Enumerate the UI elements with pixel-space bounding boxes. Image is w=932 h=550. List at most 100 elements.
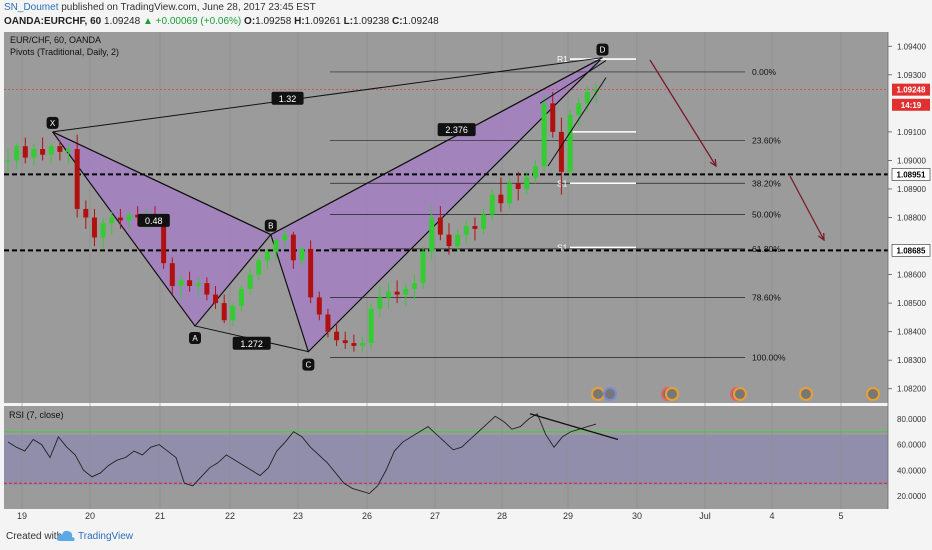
fib-level-label: 61.80% bbox=[752, 244, 781, 254]
pivot-label: S1 bbox=[557, 242, 568, 252]
xd-ratio-line bbox=[52, 57, 603, 133]
ratio-label: 1.272 bbox=[240, 339, 263, 349]
projection-arrow-head bbox=[709, 158, 717, 168]
x-tick-label: 26 bbox=[362, 511, 372, 521]
high-label: H: bbox=[294, 16, 305, 27]
open-label: O: bbox=[244, 16, 256, 27]
candle-body bbox=[247, 274, 253, 289]
x-tick-label: 22 bbox=[225, 511, 235, 521]
chart-area[interactable]: 0.00% 23.60% 38.20% 50.00% 61.80% 78.60% 100.0… bbox=[0, 30, 932, 522]
candle-body bbox=[532, 166, 538, 178]
last-price: 1.09248 bbox=[104, 16, 141, 27]
fib-level-label: 0.00% bbox=[752, 67, 777, 77]
candle-body bbox=[66, 149, 72, 152]
fib-level-label: 50.00% bbox=[752, 210, 781, 220]
open-value: 1.09258 bbox=[255, 16, 292, 27]
candle-body bbox=[256, 260, 262, 275]
rsi-tick-label: 80.0000 bbox=[897, 415, 926, 424]
legend-pivots: Pivots (Traditional, Daily, 2) bbox=[10, 47, 119, 57]
x-tick-label: 19 bbox=[17, 511, 27, 521]
x-tick-label: 28 bbox=[497, 511, 507, 521]
ratio-label: 0.48 bbox=[145, 216, 163, 226]
close-value: 1.09248 bbox=[402, 16, 439, 27]
candle-body bbox=[48, 146, 54, 155]
pattern-point-marker bbox=[46, 116, 59, 129]
pivot-label: S1 bbox=[557, 178, 568, 188]
low-value: 1.09238 bbox=[353, 16, 390, 27]
high-value: 1.09261 bbox=[304, 16, 341, 27]
low-label: L: bbox=[343, 16, 354, 27]
y-tick-label: 1.08900 bbox=[897, 185, 926, 194]
candle-body bbox=[411, 283, 417, 289]
candle-body bbox=[282, 234, 288, 241]
candle-body bbox=[290, 234, 296, 261]
candle-body bbox=[221, 303, 227, 321]
tradingview-link[interactable]: TradingView bbox=[78, 531, 134, 542]
candle-body bbox=[420, 251, 426, 284]
pattern-point-label: X bbox=[50, 119, 56, 128]
rsi-tick-label: 40.0000 bbox=[897, 466, 926, 475]
pivot-label: R1 bbox=[557, 54, 568, 64]
candle-body bbox=[117, 217, 123, 221]
candle-body bbox=[100, 223, 106, 238]
candle-body bbox=[187, 280, 193, 286]
author-link[interactable]: SN_Doumet bbox=[4, 2, 59, 13]
chart-svg[interactable]: 0.00% 23.60% 38.20% 50.00% 61.80% 78.60% 100.0… bbox=[0, 30, 932, 522]
fib-level-label: 78.60% bbox=[752, 292, 781, 302]
close-label: C: bbox=[391, 16, 403, 27]
rsi-band bbox=[4, 435, 888, 485]
candle-body bbox=[57, 146, 63, 152]
x-tick-label: 30 bbox=[632, 511, 642, 521]
quote-line: OANDA:EURCHF, 60 1.09248 ▲ +0.00069 (+0.… bbox=[4, 16, 439, 27]
projection-arrow-line bbox=[789, 175, 825, 241]
fib-level-label: 38.20% bbox=[752, 178, 781, 188]
candle-body bbox=[126, 214, 132, 221]
y-tick-label: 1.08400 bbox=[897, 328, 926, 337]
footer: Created with TradingView bbox=[0, 524, 932, 550]
x-tick-label: 27 bbox=[430, 511, 440, 521]
fib-level-label: 100.00% bbox=[752, 352, 786, 362]
candles bbox=[5, 83, 599, 352]
x-tick-label: Jul bbox=[699, 511, 711, 521]
level-lines: 0.00% 23.60% 38.20% 50.00% 61.80% 78.60% 100.0… bbox=[4, 54, 888, 362]
pattern-point-marker bbox=[596, 43, 609, 56]
candle-body bbox=[429, 217, 435, 252]
candle-body bbox=[541, 103, 547, 167]
price-badge bbox=[892, 98, 930, 111]
rsi-line bbox=[7, 413, 597, 495]
ratio-label-box bbox=[232, 336, 271, 350]
candle-body bbox=[273, 240, 279, 252]
candle-body bbox=[109, 217, 115, 224]
candle-body bbox=[437, 217, 443, 235]
candle-body bbox=[489, 194, 495, 215]
price-badge-label: 14:19 bbox=[901, 101, 922, 110]
candle-body bbox=[178, 280, 184, 286]
candle-body bbox=[342, 340, 348, 344]
pattern-point-marker bbox=[302, 358, 315, 371]
up-arrow-icon: ▲ bbox=[142, 16, 153, 27]
candle-body bbox=[472, 226, 478, 229]
candle-body bbox=[135, 214, 141, 218]
economic-event-icon bbox=[591, 387, 605, 401]
candle-body bbox=[204, 283, 210, 295]
candle-body bbox=[213, 294, 219, 304]
candle-body bbox=[31, 149, 37, 158]
chart-header: SN_Doumet published on TradingView.com, … bbox=[0, 0, 932, 30]
candle-body bbox=[351, 343, 357, 346]
projection-arrow-line bbox=[649, 59, 717, 167]
candle-body bbox=[576, 103, 582, 115]
price-badge-label: 1.08951 bbox=[897, 170, 926, 179]
candle-body bbox=[463, 226, 469, 235]
symbol-label: OANDA:EURCHF, 60 bbox=[4, 16, 102, 27]
candle-body bbox=[550, 103, 556, 132]
economic-event-icon bbox=[603, 387, 617, 401]
economic-event-icon bbox=[665, 387, 679, 401]
pattern-point-label: D bbox=[600, 46, 606, 55]
rsi-indicator bbox=[4, 413, 888, 495]
y-tick-label: 1.08600 bbox=[897, 271, 926, 280]
candle-body bbox=[299, 248, 305, 261]
pattern-drawings: 1.32 0.48 2.376 1.272 X A B C D bbox=[46, 43, 880, 401]
economic-event-icon bbox=[799, 387, 813, 401]
price-badge-label: 1.09248 bbox=[897, 86, 926, 95]
candle-body bbox=[567, 114, 573, 172]
